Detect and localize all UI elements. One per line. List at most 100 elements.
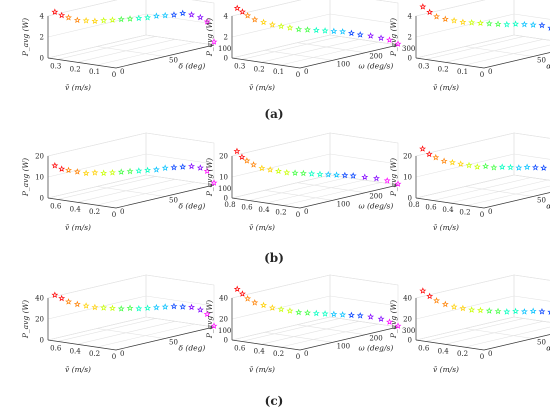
data-point <box>203 18 211 25</box>
x-tick-label: 0.4 <box>70 347 82 355</box>
y-axis-label: δ (deg) <box>179 201 206 210</box>
x-axis-label: v̄ (m/s) <box>433 223 459 232</box>
data-point <box>468 306 476 313</box>
data-point <box>341 171 349 179</box>
data-point <box>503 20 511 28</box>
x-tick-label: 0 <box>480 353 484 361</box>
data-point <box>477 306 484 314</box>
data-point <box>377 315 385 322</box>
x-tick-label: 0.4 <box>70 205 82 213</box>
y-tick-label: 50 <box>169 57 178 65</box>
y-gridline <box>297 42 366 53</box>
data-point <box>450 17 458 24</box>
data-point <box>348 311 355 319</box>
y-gridline <box>96 328 166 339</box>
z-tick-label: 4 <box>224 13 229 21</box>
data-point <box>312 309 320 317</box>
data-point <box>117 15 125 23</box>
data-point <box>238 153 246 160</box>
z-tick-label: 10 <box>35 174 44 182</box>
floor-pane <box>415 34 550 69</box>
z-tick-label: 0 <box>408 337 412 345</box>
x-gridline <box>280 41 379 66</box>
x-tick-label: 0.8 <box>224 201 235 209</box>
data-point <box>73 168 81 175</box>
data-point <box>135 305 143 312</box>
data-point <box>394 40 402 47</box>
data-point <box>144 304 152 311</box>
y-gridline <box>464 186 534 197</box>
data-point <box>233 147 241 155</box>
data-point <box>339 311 347 318</box>
data-point <box>233 4 241 12</box>
x-axis-line <box>47 197 117 209</box>
z-gridline <box>231 295 399 320</box>
data-point <box>316 170 324 178</box>
x-tick-label: 0 <box>480 71 484 79</box>
data-point <box>330 27 338 35</box>
z-tick-label: 0 <box>40 337 44 345</box>
data-point <box>51 162 59 169</box>
y-axis-line <box>299 44 399 69</box>
data-point <box>394 322 402 329</box>
x-axis-line <box>415 57 485 69</box>
y-gridline <box>297 324 366 335</box>
data-point <box>82 302 90 309</box>
z-gridline <box>415 174 550 199</box>
x-tick-label: 0.2 <box>459 209 470 217</box>
data-point <box>312 26 320 34</box>
data-point <box>100 16 108 24</box>
data-point <box>512 20 520 27</box>
data-point <box>291 169 299 176</box>
data-point <box>485 19 493 27</box>
data-point <box>73 300 81 308</box>
z-gridline <box>47 274 215 299</box>
y-gridline <box>513 34 550 41</box>
y-axis-label: δ (deg) <box>179 343 206 352</box>
z-tick-label: 10 <box>219 174 228 182</box>
data-point <box>277 305 285 313</box>
data-point <box>419 145 427 152</box>
z-axis-label: P_avg (W) <box>205 158 214 197</box>
data-point <box>144 166 152 174</box>
x-tick-label: 0.6 <box>234 344 246 352</box>
data-point <box>490 164 498 171</box>
data-point <box>73 16 81 24</box>
data-point <box>308 170 316 177</box>
z-tick-label: 0 <box>224 55 228 63</box>
data-point <box>367 313 375 320</box>
y-axis-line <box>115 44 215 69</box>
data-point <box>258 164 266 172</box>
data-point <box>91 169 99 176</box>
y-tick-label: 300 <box>402 45 415 53</box>
data-point <box>239 8 246 15</box>
y-axis-line <box>483 52 550 69</box>
data-point <box>540 164 548 171</box>
data-point <box>383 177 391 184</box>
x-gridline <box>280 323 379 348</box>
y-tick-label: 50 <box>169 339 178 347</box>
x-tick-label: 0 <box>480 211 484 219</box>
data-point <box>117 305 125 312</box>
data-point <box>425 150 433 158</box>
data-point <box>152 166 160 173</box>
x-axis-label: v̄ (m/s) <box>65 365 91 374</box>
data-point <box>295 308 303 316</box>
data-point <box>468 19 476 26</box>
x-axis-line <box>231 57 301 69</box>
x-tick-label: 0.1 <box>457 68 468 76</box>
z-gridline <box>231 132 399 157</box>
data-point <box>51 8 59 15</box>
y-tick-label: 100 <box>218 327 231 335</box>
y-tick-label: 200 <box>369 335 382 343</box>
x-axis-label: v̄ (m/s) <box>249 223 275 232</box>
z-axis-label: P_avg (W) <box>389 300 398 339</box>
x-tick-label: 0.4 <box>442 206 454 214</box>
x-gridline <box>241 318 340 342</box>
x-tick-label: 0 <box>296 71 300 79</box>
data-point <box>450 303 458 310</box>
y-tick-label: 0 <box>488 68 492 76</box>
x-tick-label: 0.6 <box>241 204 253 212</box>
